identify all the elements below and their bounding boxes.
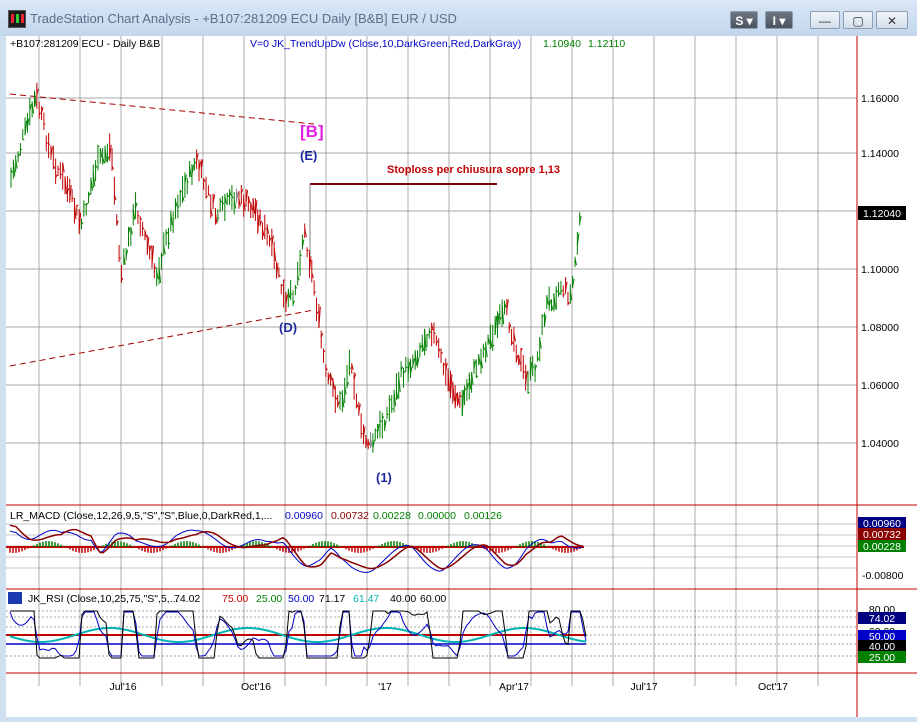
rsi-value: 74.02 [174,593,200,605]
indicator-value-2: 1.12110 [588,38,625,50]
title-bar: TradeStation Chart Analysis - +B107:2812… [0,0,917,36]
chart-area[interactable]: +B107:281209 ECU - Daily B&B V=0 JK_Tren… [6,36,917,717]
wave-e-label: (E) [300,148,317,163]
macd-value: 0.00126 [464,510,502,522]
symbol-label: +B107:281209 ECU - Daily B&B [10,38,160,50]
rsi-badge: 25.00 [858,651,906,664]
indicator-value-1: 1.10940 [543,38,581,50]
macd-badge: 0.00732 [858,528,906,541]
macd-label: LR_MACD (Close,12,26,9,5,"S","S",Blue,0,… [10,510,272,522]
wave-d-label: (D) [279,320,297,335]
rsi-badge: 74.02 [858,612,906,625]
rsi-value: 50.00 [288,593,314,605]
rsi-value: 60.00 [420,593,446,605]
svg-text:0.00732: 0.00732 [863,529,901,541]
macd-value: 0.00228 [373,510,411,522]
time-axis-label: Jul'17 [630,681,657,693]
time-axis-label: Jul'16 [109,681,136,693]
macd-axis-tick: -0.00800 [862,570,904,582]
time-axis-label: Oct'16 [241,681,271,693]
status-strip [6,717,917,721]
macd-badge: 0.00228 [858,540,906,553]
indicator-label: V=0 JK_TrendUpDw (Close,10,DarkGreen,Red… [250,38,521,50]
rsi-value: 61.47 [353,593,379,605]
svg-text:25.00: 25.00 [869,652,895,664]
time-axis-label: Apr'17 [499,681,529,693]
price-tick-label: 1.14000 [861,148,899,160]
price-tick-label: 1.10000 [861,264,899,276]
time-axis-label: '17 [378,681,392,693]
rsi-label: JK_RSI (Close,10,25,75,"S",5,... [28,593,178,605]
rsi-icon [8,592,22,604]
macd-value: 0.00960 [285,510,323,522]
maximize-button[interactable]: ▢ [843,11,873,29]
app-icon [8,10,26,28]
rsi-value: 75.00 [222,593,248,605]
rsi-value: 40.00 [390,593,416,605]
minimize-button[interactable]: — [810,11,840,29]
price-tick-label: 1.16000 [861,93,899,105]
i-dropdown-button[interactable]: I ▾ [765,11,793,29]
wave-b-label: [B] [300,122,324,141]
time-axis-label: Oct'17 [758,681,788,693]
price-tick-label: 1.06000 [861,380,899,392]
macd-value: 0.00000 [418,510,456,522]
close-button[interactable]: ✕ [876,11,908,29]
current-price-text: 1.12040 [863,208,901,220]
rsi-value: 71.17 [319,593,345,605]
window-title: TradeStation Chart Analysis - +B107:2812… [30,11,457,26]
stoploss-label: Stoploss per chiusura sopre 1,13 [387,164,560,176]
current-price-badge: 1.12040 [858,206,906,220]
s-dropdown-button[interactable]: S ▾ [730,11,758,29]
rsi-value: 25.00 [256,593,282,605]
wave-1-label: (1) [376,470,392,485]
price-tick-label: 1.08000 [861,322,899,334]
price-tick-label: 1.04000 [861,438,899,450]
macd-value: 0.00732 [331,510,369,522]
svg-text:0.00228: 0.00228 [863,541,901,553]
macd-header: LR_MACD (Close,12,26,9,5,"S","S",Blue,0,… [10,510,502,522]
svg-text:74.02: 74.02 [869,613,895,625]
